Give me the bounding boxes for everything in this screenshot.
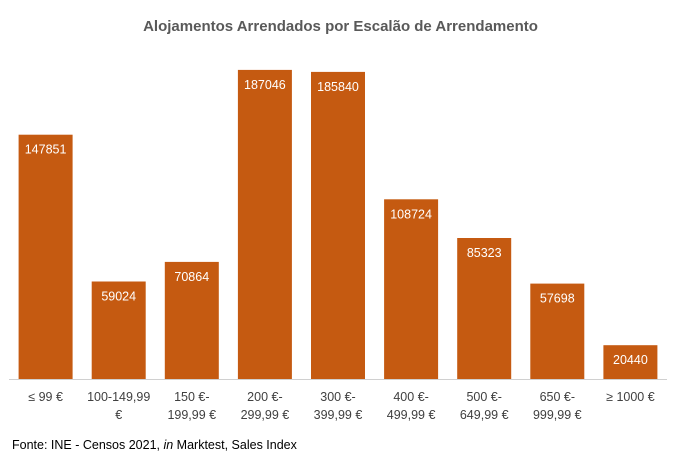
x-tick-line: 150 €-: [174, 390, 209, 404]
x-tick-line: ≤ 99 €: [28, 390, 63, 404]
bar-7: [530, 283, 585, 379]
x-tick-line: 650 €-: [540, 390, 575, 404]
x-tick-label-7: 650 €- 999,99 €: [533, 390, 582, 422]
data-label-0: 147851: [25, 143, 67, 157]
data-label-1: 59024: [101, 290, 136, 304]
x-tick-line: 199,99 €: [167, 408, 216, 422]
data-label-7: 57698: [540, 292, 575, 306]
x-tick-line: 399,99 €: [314, 408, 363, 422]
x-tick-label-4: 300 €- 399,99 €: [314, 390, 363, 422]
data-label-5: 108724: [390, 207, 432, 221]
data-label-6: 85323: [467, 246, 502, 260]
data-label-8: 20440: [613, 353, 648, 367]
bar-2: [164, 261, 219, 379]
bar-8: [603, 345, 658, 379]
x-tick-label-5: 400 €- 499,99 €: [387, 390, 436, 422]
x-tick-label-8: ≥ 1000 €: [606, 390, 655, 404]
bar-0: [18, 134, 73, 379]
x-tick-line: 999,99 €: [533, 408, 582, 422]
x-tick-line: 500 €-: [466, 390, 501, 404]
x-tick-line: 400 €-: [393, 390, 428, 404]
x-tick-label-6: 500 €- 649,99 €: [460, 390, 509, 422]
x-tick-line: 100-149,99: [87, 390, 150, 404]
x-tick-label-3: 200 €- 299,99 €: [241, 390, 290, 422]
x-tick-line: 300 €-: [320, 390, 355, 404]
bar-5: [384, 199, 439, 379]
x-tick-line: 200 €-: [247, 390, 282, 404]
source-note: Fonte: INE - Censos 2021, in Marktest, S…: [12, 438, 297, 452]
bar-3: [237, 69, 292, 380]
x-tick-line: 649,99 €: [460, 408, 509, 422]
data-label-4: 185840: [317, 80, 359, 94]
x-tick-line: ≥ 1000 €: [606, 390, 655, 404]
data-label-3: 187046: [244, 78, 286, 92]
source-suffix: Marktest, Sales Index: [173, 438, 297, 452]
source-italic: in: [163, 438, 174, 452]
bar-1: [91, 281, 146, 379]
x-tick-line: €: [115, 408, 122, 422]
chart-title: Alojamentos Arrendados por Escalão de Ar…: [143, 18, 538, 35]
source-prefix: Fonte: INE - Censos 2021,: [12, 438, 164, 452]
x-tick-label-0: ≤ 99 €: [28, 390, 63, 404]
x-tick-line: 299,99 €: [241, 408, 290, 422]
x-tick-label-2: 150 €- 199,99 €: [167, 390, 216, 422]
bar-4: [311, 71, 365, 380]
x-tick-label-1: 100-149,99 €: [87, 390, 150, 422]
data-label-2: 70864: [174, 270, 209, 284]
x-tick-line: 499,99 €: [387, 408, 436, 422]
bar-6: [457, 238, 512, 379]
